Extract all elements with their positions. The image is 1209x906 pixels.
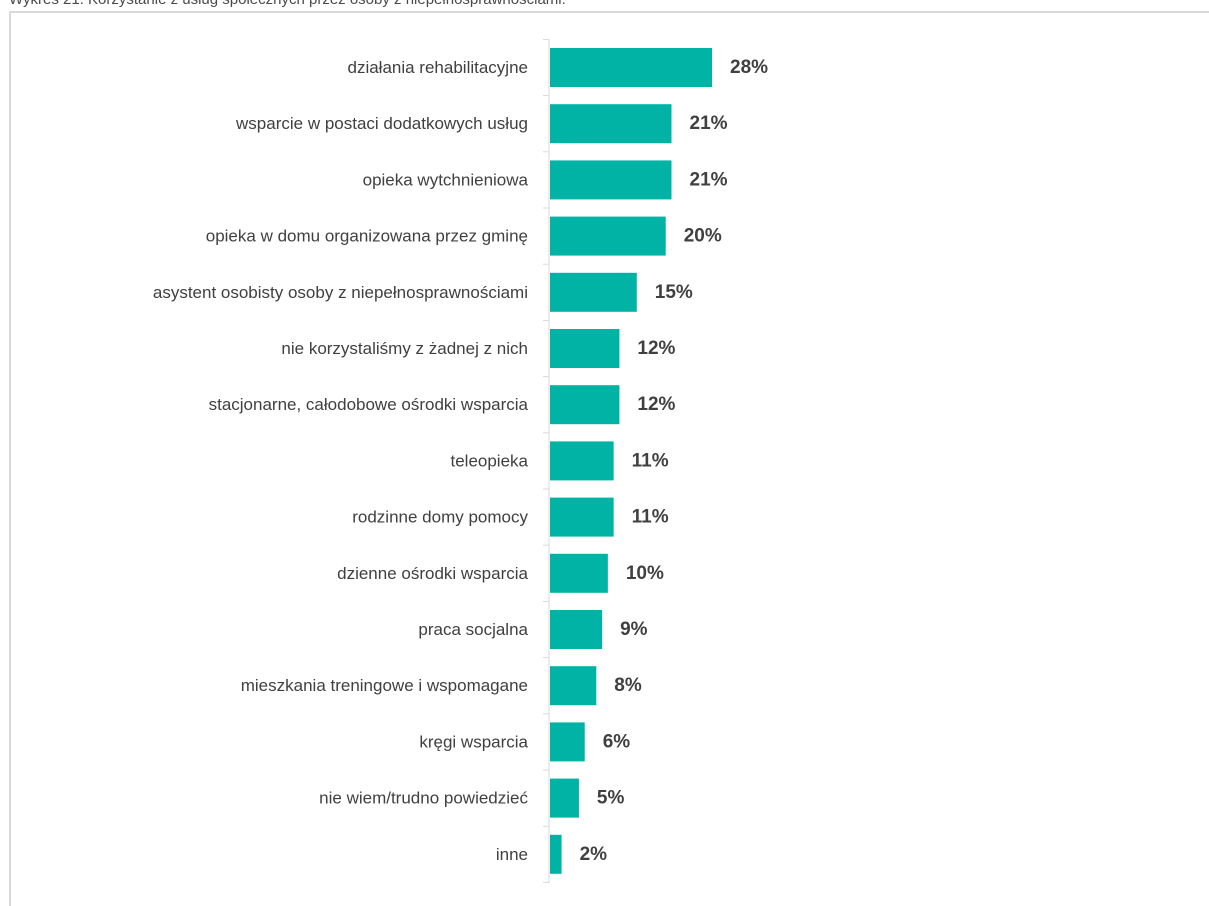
category-label: nie korzystaliśmy z żadnej z nich <box>281 339 528 358</box>
category-label: mieszkania treningowe i wspomagane <box>241 676 528 695</box>
value-label: 21% <box>690 169 728 190</box>
value-label: 28% <box>730 57 768 78</box>
value-label: 6% <box>603 731 631 752</box>
bar <box>550 441 614 481</box>
bar <box>550 48 712 87</box>
labels-layer: działania rehabilitacyjne 28% wsparcie w p… <box>153 57 768 865</box>
bar <box>550 610 603 649</box>
category-label: stacjonarne, całodobowe ośrodki wsparcia <box>209 395 529 414</box>
category-label: nie wiem/trudno powiedzieć <box>319 789 528 808</box>
category-label: działania rehabilitacyjne <box>347 58 528 77</box>
value-label: 20% <box>684 226 722 247</box>
category-label: opieka w domu organizowana przez gminę <box>206 227 528 246</box>
category-label: inne <box>496 845 528 864</box>
value-label: 11% <box>632 507 669 528</box>
bar <box>550 160 672 200</box>
value-label: 15% <box>655 282 693 303</box>
category-label: kręgi wsparcia <box>419 732 528 751</box>
bar <box>550 329 620 368</box>
bars-layer <box>550 48 712 874</box>
category-label: praca socjalna <box>418 620 528 639</box>
value-label: 11% <box>632 450 669 471</box>
bar <box>550 385 620 425</box>
value-label: 21% <box>690 113 728 134</box>
category-label: teleopieka <box>450 451 528 470</box>
category-label: rodzinne domy pomocy <box>352 508 528 527</box>
value-label: 2% <box>580 844 608 865</box>
value-label: 8% <box>614 675 642 696</box>
chart-frame <box>9 11 1209 906</box>
category-label: opieka wytchnieniowa <box>363 170 529 189</box>
axis-layer <box>543 38 550 883</box>
category-label: wsparcie w postaci dodatkowych usług <box>235 114 528 133</box>
category-label: asystent osobisty osoby z niepełnosprawn… <box>153 283 528 302</box>
bar <box>550 216 666 256</box>
value-label: 9% <box>620 619 648 640</box>
bar <box>550 553 608 593</box>
bar <box>550 778 579 818</box>
category-label: dzienne ośrodki wsparcia <box>337 564 528 583</box>
value-label: 10% <box>626 563 664 584</box>
bar <box>550 666 597 706</box>
value-label: 12% <box>637 338 675 359</box>
value-label: 5% <box>597 788 625 809</box>
bar <box>550 722 585 762</box>
bar <box>550 834 562 874</box>
value-label: 12% <box>637 394 675 415</box>
chart-caption: Wykres 21. Korzystanie z usług społeczny… <box>9 0 566 9</box>
bar <box>550 104 672 144</box>
bar <box>550 272 637 312</box>
bar <box>550 497 614 537</box>
